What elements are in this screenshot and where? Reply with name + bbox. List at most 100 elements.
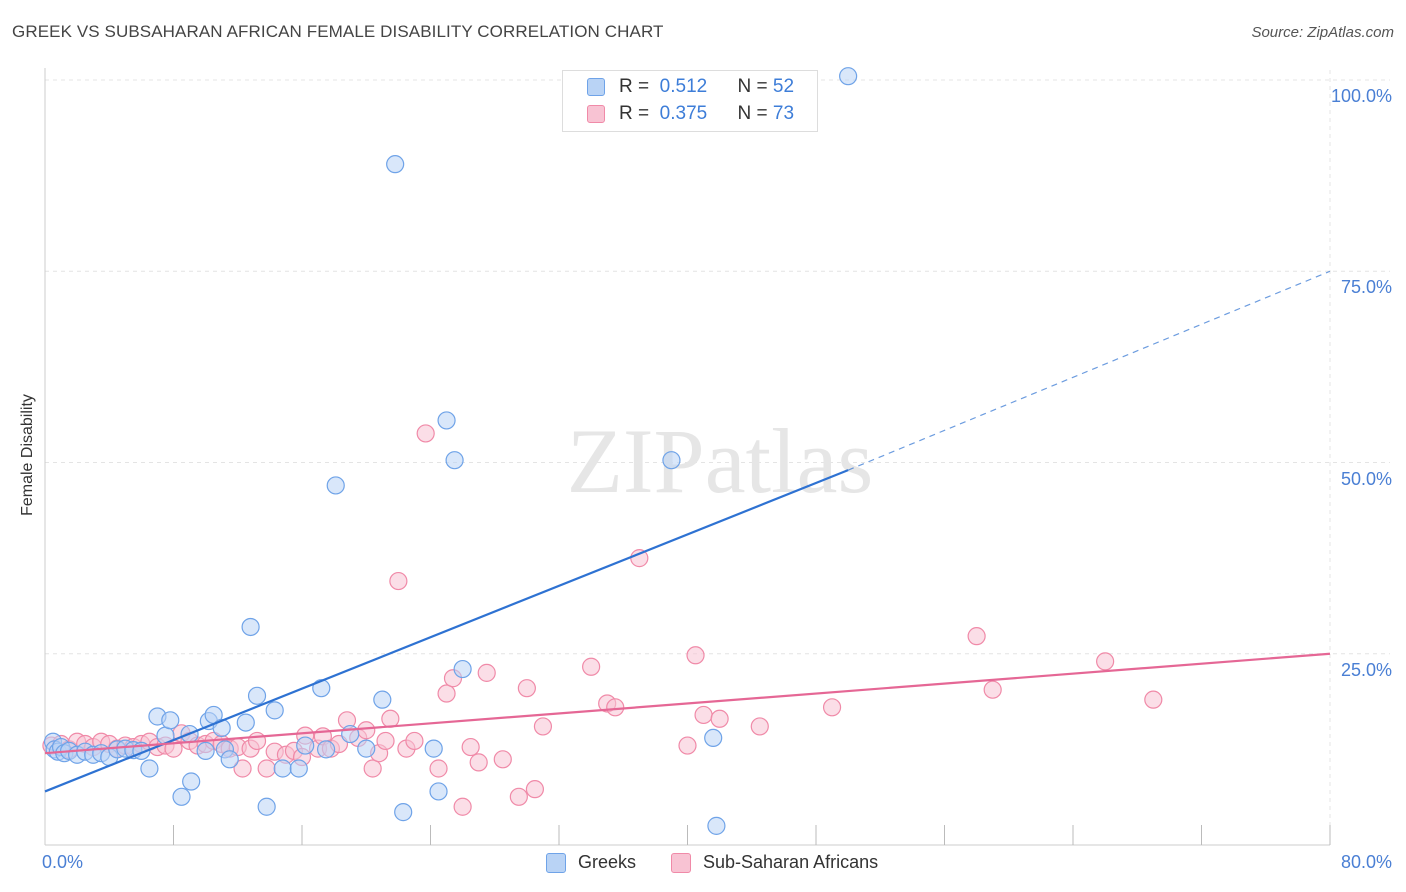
- data-point: [316, 740, 336, 759]
- trend-line-greeks: [44, 469, 849, 793]
- data-point: [241, 617, 260, 637]
- data-point: [265, 701, 284, 720]
- data-point: [140, 759, 159, 778]
- data-point: [525, 780, 545, 799]
- data-point: [710, 709, 729, 728]
- data-point: [172, 787, 191, 806]
- legend-row-subsaharan: R = 0.375 N = 73: [587, 102, 794, 126]
- data-point: [424, 739, 443, 758]
- data-point: [257, 759, 276, 778]
- legend-swatch-subsaharan: [671, 852, 691, 873]
- data-point: [822, 698, 842, 717]
- data-point: [182, 772, 201, 791]
- data-point: [429, 759, 448, 778]
- stats-legend: R = 0.512 N = 52 R = 0.375 N = 73: [562, 70, 818, 132]
- data-point: [461, 737, 480, 757]
- data-point: [750, 717, 769, 736]
- data-point: [533, 717, 553, 736]
- data-point: [273, 759, 292, 778]
- axes: [44, 68, 1331, 846]
- data-point: [662, 451, 681, 470]
- legend-row-greeks: R = 0.512 N = 52: [587, 75, 794, 99]
- data-point: [437, 684, 456, 703]
- data-point: [1096, 652, 1115, 671]
- data-point: [381, 709, 400, 728]
- data-point: [707, 816, 726, 835]
- data-point: [437, 411, 456, 430]
- legend-swatch-greeks: [587, 78, 605, 96]
- data-point: [469, 753, 488, 772]
- data-point: [493, 750, 512, 769]
- data-point: [405, 731, 424, 751]
- data-point: [453, 797, 472, 816]
- data-point: [1144, 690, 1163, 709]
- data-point: [582, 657, 601, 676]
- data-point: [678, 736, 697, 755]
- data-point: [453, 659, 472, 679]
- legend-swatch-subsaharan: [587, 105, 605, 123]
- data-point: [373, 690, 392, 709]
- data-point: [967, 627, 986, 646]
- y-tick-label: 100.0%: [1330, 86, 1392, 106]
- legend-r-label: R =: [619, 76, 650, 97]
- legend-item-greeks[interactable]: Greeks: [546, 852, 636, 873]
- data-point: [517, 679, 536, 698]
- data-point: [389, 571, 408, 591]
- legend-label-subsaharan: Sub-Saharan Africans: [703, 852, 879, 872]
- data-point: [477, 663, 496, 682]
- y-tick-label: 25.0%: [1340, 659, 1392, 680]
- data-point: [386, 155, 405, 174]
- data-point: [445, 451, 464, 470]
- data-point: [212, 718, 231, 738]
- data-point: [839, 67, 858, 86]
- data-point: [326, 476, 345, 495]
- data-point: [983, 680, 1002, 699]
- legend-n-value: 52: [772, 76, 795, 97]
- legend-r-label: R =: [619, 103, 650, 124]
- data-point: [357, 721, 376, 740]
- source-label: Source: ZipAtlas.com: [1251, 24, 1394, 41]
- data-point: [394, 803, 413, 822]
- data-point: [376, 731, 395, 751]
- legend-n-label: N =: [737, 103, 768, 124]
- legend-n-label: N =: [737, 76, 768, 97]
- gridlines: [45, 70, 1390, 845]
- data-point: [312, 679, 331, 698]
- trend-line-subsaharan: [44, 652, 1331, 755]
- data-point: [357, 739, 376, 758]
- data-point: [363, 759, 382, 778]
- legend-label-greeks: Greeks: [578, 852, 637, 872]
- data-point: [236, 713, 255, 732]
- data-point: [247, 686, 267, 705]
- data-point: [257, 797, 276, 816]
- data-point: [694, 705, 713, 725]
- data-point: [509, 787, 528, 806]
- data-point: [247, 731, 267, 751]
- legend-item-subsaharan[interactable]: Sub-Saharan Africans: [671, 852, 878, 873]
- data-point: [220, 750, 239, 769]
- data-point: [606, 698, 625, 717]
- legend-r-value: 0.512: [659, 76, 708, 97]
- trend-extension-greeks: [847, 270, 1331, 471]
- watermark: ZIPatlas: [567, 410, 874, 512]
- data-point: [196, 741, 215, 761]
- data-point: [416, 424, 435, 443]
- x-tick-label-min: 0.0%: [42, 852, 84, 872]
- legend-r-value: 0.375: [659, 103, 708, 124]
- data-point: [161, 711, 180, 730]
- legend-n-value: 73: [772, 103, 795, 124]
- y-tick-label: 50.0%: [1340, 468, 1392, 489]
- chart-title: GREEK VS SUBSAHARAN AFRICAN FEMALE DISAB…: [12, 22, 664, 41]
- data-point: [233, 759, 252, 778]
- data-point: [704, 728, 723, 748]
- series-legend: Greeks Sub-Saharan Africans: [0, 852, 1406, 876]
- legend-swatch-greeks: [546, 852, 566, 873]
- trend-layer: [44, 270, 1331, 793]
- data-point: [289, 759, 308, 778]
- data-point: [686, 646, 705, 665]
- y-tick-label: 75.0%: [1340, 277, 1392, 298]
- data-point: [429, 782, 448, 801]
- data-point: [296, 736, 315, 755]
- x-tick-label-max: 80.0%: [1340, 852, 1392, 872]
